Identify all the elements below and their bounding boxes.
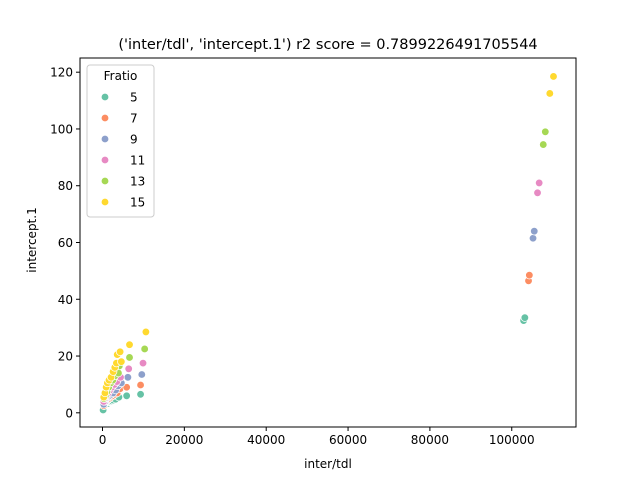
axes-frame: [79, 57, 577, 428]
legend-label: 13: [130, 175, 145, 189]
x-tick-label: 40000: [247, 433, 285, 447]
data-point: [125, 340, 134, 349]
data-point: [117, 357, 126, 366]
data-point: [545, 89, 554, 98]
data-point: [533, 188, 542, 198]
legend-marker: [100, 155, 110, 165]
y-tick-label: 20: [58, 350, 73, 364]
x-tick-label: 100000: [489, 433, 535, 447]
data-point: [140, 344, 149, 354]
legend-marker: [100, 113, 110, 123]
legend-box: [86, 64, 155, 218]
data-point: [141, 327, 151, 337]
data-point: [549, 72, 558, 81]
legend-label: 15: [130, 196, 145, 210]
legend-title: Fratio: [104, 69, 138, 83]
data-point: [136, 380, 145, 390]
legend-label: 5: [130, 91, 138, 105]
data-point: [123, 373, 133, 382]
chart-title: ('inter/tdl', 'intercept.1') r2 score = …: [118, 37, 537, 53]
legend-label: 9: [130, 133, 138, 147]
plot-area: [98, 72, 558, 415]
y-axis-label: intercept.1: [25, 207, 39, 272]
legend-marker: [100, 92, 110, 102]
data-point: [125, 353, 134, 362]
data-point: [137, 370, 146, 379]
legend-marker: [100, 176, 110, 186]
data-point: [520, 313, 530, 322]
legend-marker: [100, 134, 110, 144]
y-tick-label: 120: [50, 66, 73, 80]
y-tick-label: 80: [58, 179, 73, 193]
legend-label: 7: [130, 112, 138, 126]
y-tick-label: 0: [65, 406, 73, 420]
data-point: [124, 364, 133, 373]
x-tick-label: 60000: [329, 433, 367, 447]
series-15: [99, 72, 558, 402]
x-tick-label: 20000: [165, 433, 203, 447]
legend: Fratio 5 7 9 11 13 15: [86, 64, 155, 218]
data-point: [115, 347, 125, 356]
legend-label: 11: [130, 154, 145, 168]
data-point: [122, 391, 131, 400]
y-tick-label: 40: [58, 293, 73, 307]
data-point: [534, 178, 544, 188]
x-axis-label: inter/tdl: [304, 457, 352, 471]
axis-ticks: 0 20000 40000 60000 80000 100000 0 20 40 60 80 100 1…: [50, 66, 535, 447]
x-tick-label: 80000: [411, 433, 449, 447]
data-point: [525, 270, 534, 280]
legend-marker: [100, 197, 110, 207]
data-point: [541, 127, 550, 136]
data-point: [138, 358, 148, 368]
y-tick-label: 60: [58, 236, 73, 250]
data-point: [530, 226, 539, 236]
data-point: [528, 234, 538, 243]
y-tick-label: 100: [50, 122, 73, 136]
x-tick-label: 0: [99, 433, 107, 447]
data-point: [136, 390, 145, 399]
data-point: [539, 140, 548, 149]
